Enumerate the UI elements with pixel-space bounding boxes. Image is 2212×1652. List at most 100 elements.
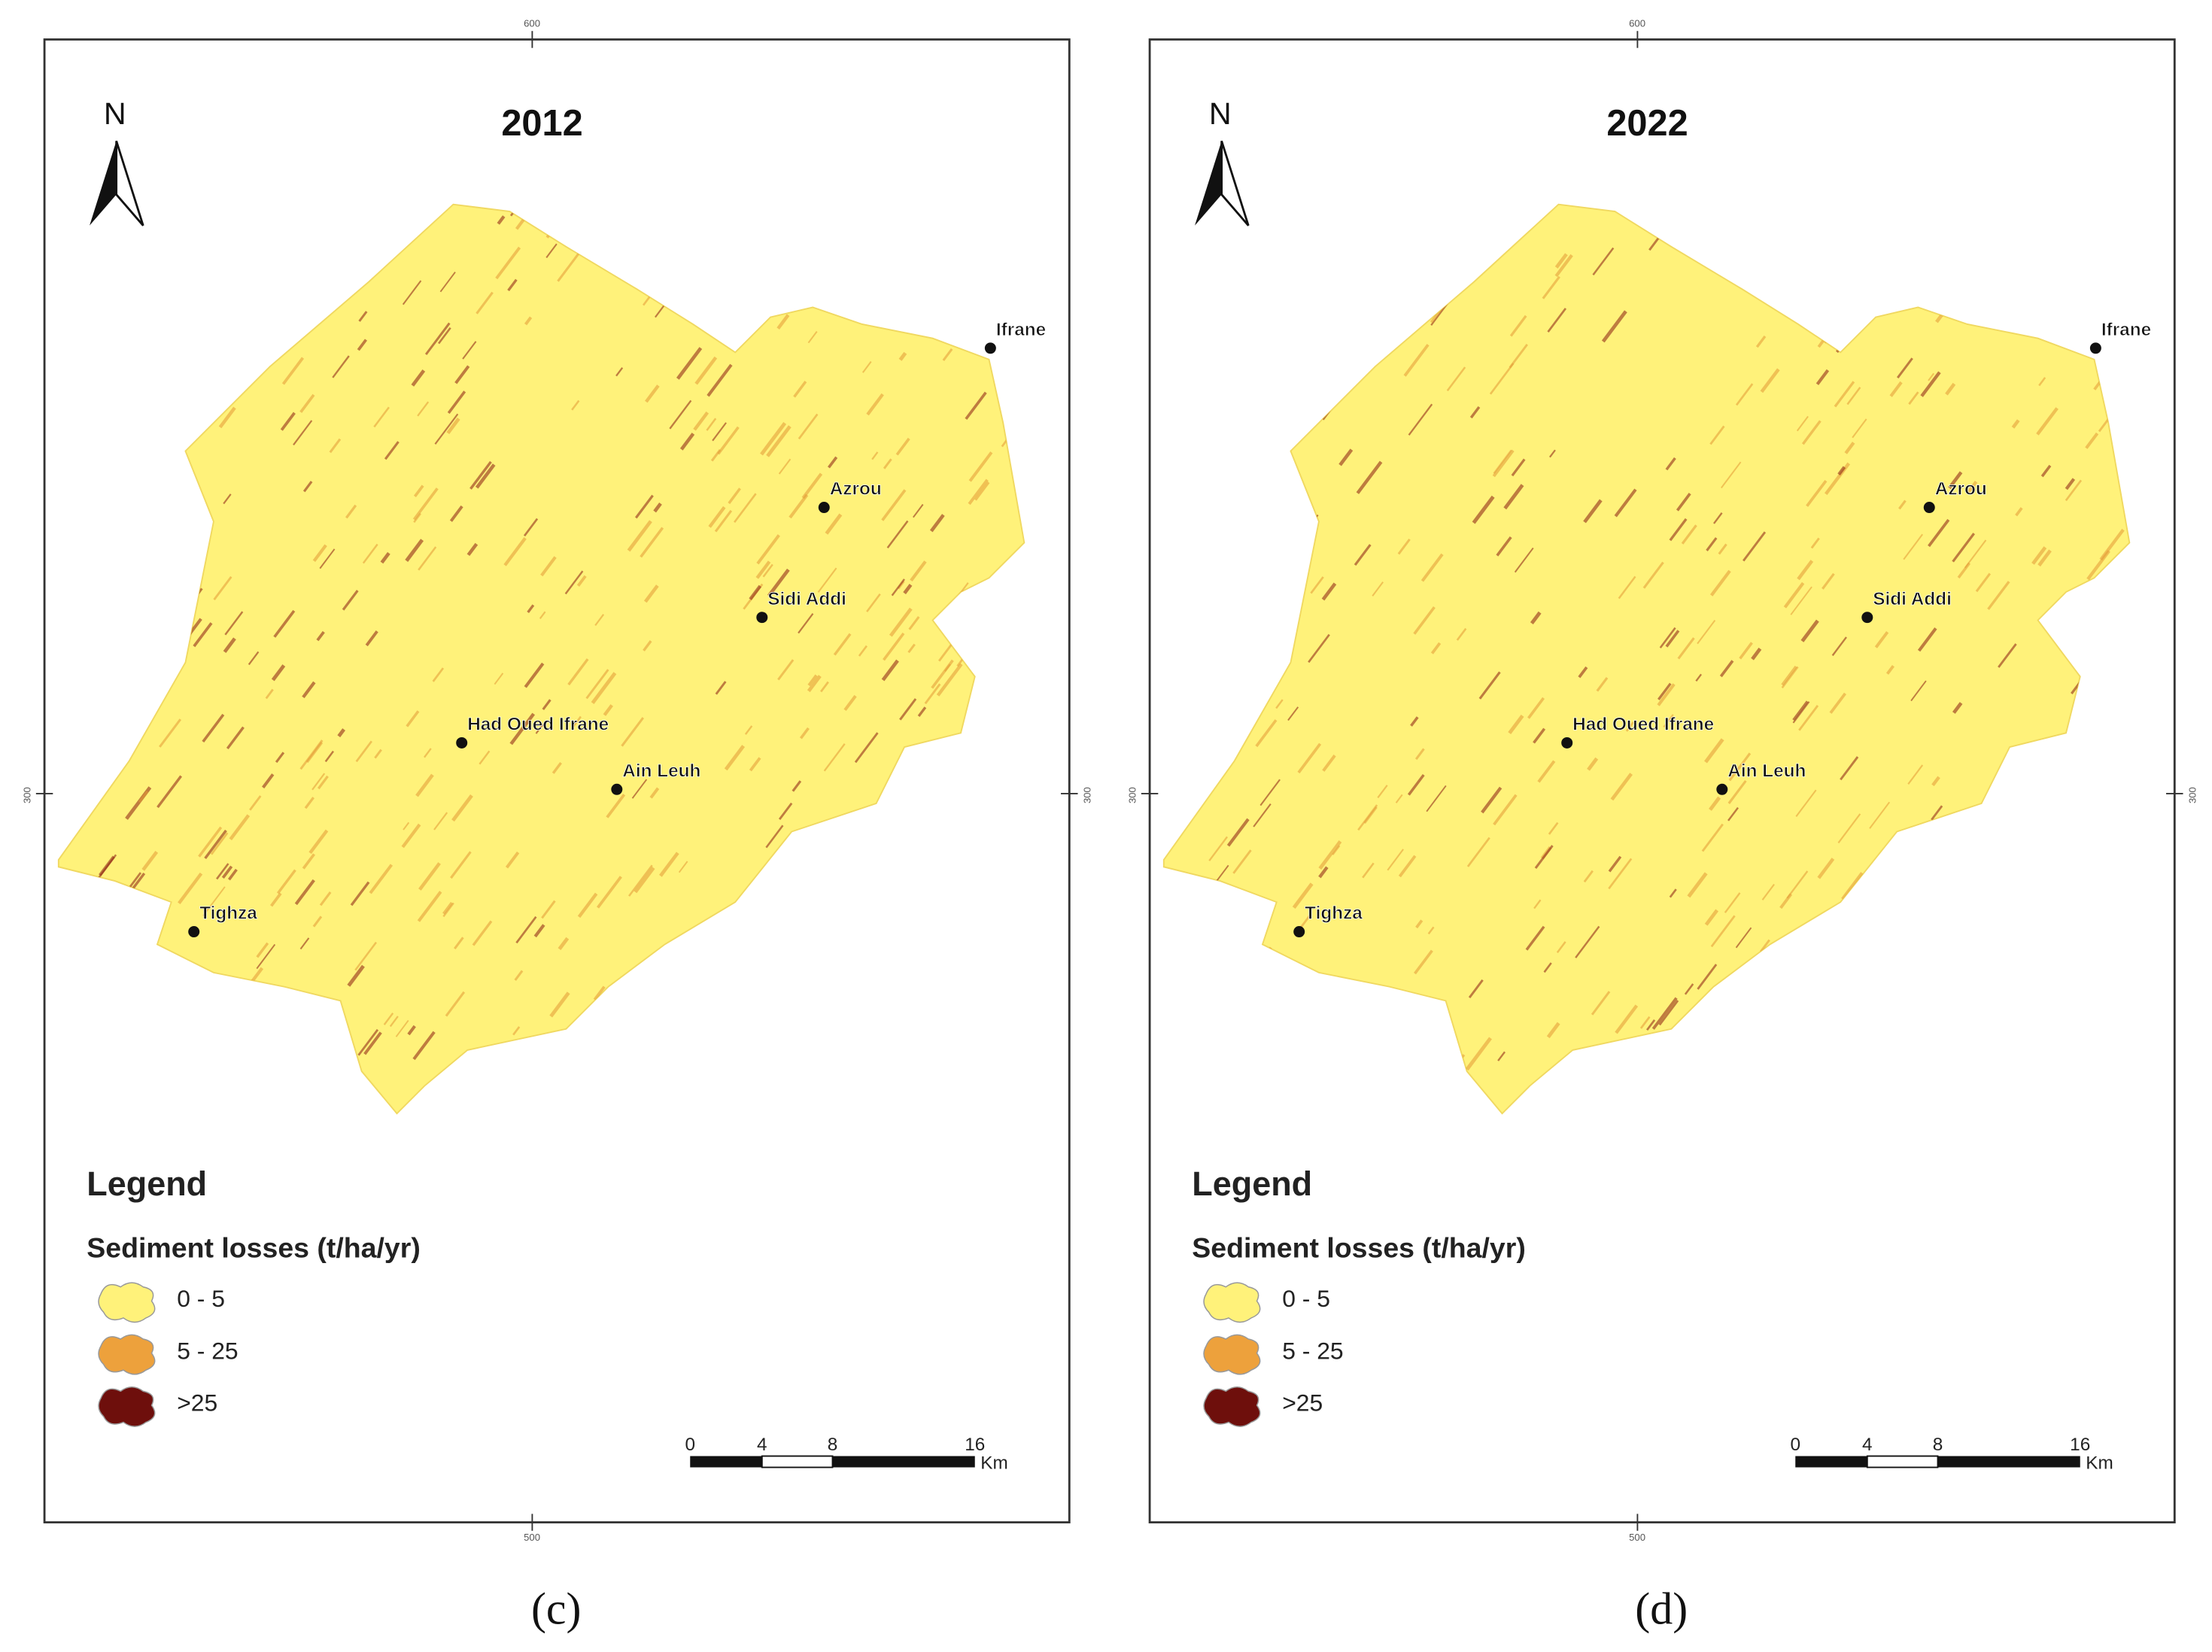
scale-label: 8 bbox=[1933, 1435, 1943, 1455]
place-label: Sidi Addi bbox=[1873, 589, 1952, 609]
place-marker bbox=[1923, 502, 1935, 514]
erosion-streak bbox=[433, 812, 448, 831]
erosion-streak bbox=[1651, 997, 1678, 1030]
erosion-streak bbox=[1639, 1016, 1651, 1029]
erosion-streak bbox=[1430, 642, 1442, 654]
erosion-streak bbox=[1697, 619, 1716, 645]
erosion-streak bbox=[1259, 779, 1281, 806]
erosion-streak bbox=[1903, 533, 1924, 560]
erosion-streak bbox=[596, 876, 622, 909]
erosion-streak bbox=[1253, 803, 1272, 828]
erosion-streak bbox=[669, 399, 692, 430]
panel-caption: (d) bbox=[1635, 1584, 1688, 1634]
erosion-streak bbox=[1542, 275, 1560, 299]
erosion-streak bbox=[1987, 581, 2010, 610]
erosion-streak bbox=[383, 1013, 394, 1025]
erosion-streak bbox=[229, 814, 251, 841]
erosion-streak bbox=[1931, 776, 1940, 787]
erosion-streak bbox=[533, 924, 545, 938]
erosion-streak bbox=[1456, 627, 1467, 641]
erosion-streak bbox=[591, 672, 617, 704]
erosion-streak bbox=[1815, 369, 1830, 386]
erosion-streak bbox=[221, 865, 233, 879]
place-label: Tighza bbox=[199, 903, 257, 924]
erosion-streak bbox=[1948, 471, 1963, 490]
erosion-streak bbox=[1318, 840, 1342, 870]
coord-label: 300 bbox=[1126, 787, 1138, 803]
erosion-streak bbox=[1727, 806, 1739, 821]
erosion-streak bbox=[276, 869, 296, 894]
erosion-streak bbox=[1657, 683, 1676, 706]
erosion-streak bbox=[1338, 448, 1354, 466]
erosion-streak bbox=[451, 794, 473, 822]
erosion-streak bbox=[302, 853, 315, 870]
scale-segment bbox=[1866, 1455, 1939, 1468]
scale-unit: Km bbox=[980, 1453, 1008, 1473]
legend-label: 0 - 5 bbox=[1282, 1285, 1330, 1312]
north-arrow bbox=[115, 140, 144, 226]
erosion-streak bbox=[432, 667, 445, 682]
erosion-streak bbox=[678, 861, 688, 873]
erosion-streak bbox=[572, 715, 582, 727]
scale-segment bbox=[1937, 1456, 2080, 1468]
erosion-streak bbox=[434, 413, 459, 445]
erosion-streak bbox=[1537, 760, 1556, 783]
erosion-streak bbox=[1525, 925, 1545, 951]
place-marker bbox=[818, 502, 830, 514]
scale-segment bbox=[761, 1455, 834, 1468]
erosion-streak bbox=[615, 367, 624, 377]
erosion-streak bbox=[450, 851, 472, 879]
erosion-streak bbox=[1514, 547, 1534, 573]
erosion-streak bbox=[317, 775, 329, 790]
erosion-streak bbox=[866, 393, 884, 416]
coord-label: 300 bbox=[2186, 787, 2198, 803]
erosion-streak bbox=[1834, 381, 1855, 408]
erosion-streak bbox=[358, 311, 368, 322]
erosion-streak bbox=[807, 331, 818, 344]
erosion-streak bbox=[1779, 893, 1793, 910]
erosion-streak bbox=[462, 341, 477, 360]
erosion-streak bbox=[1907, 764, 1924, 785]
erosion-streak bbox=[653, 503, 662, 513]
erosion-streak bbox=[820, 681, 829, 693]
erosion-streak bbox=[828, 456, 838, 469]
erosion-streak bbox=[792, 780, 802, 792]
erosion-streak bbox=[412, 487, 439, 521]
erosion-streak bbox=[347, 964, 365, 987]
erosion-streak bbox=[1908, 391, 1919, 405]
erosion-streak bbox=[542, 699, 551, 710]
erosion-streak bbox=[1533, 727, 1546, 744]
erosion-streak bbox=[585, 669, 609, 700]
erosion-streak bbox=[1578, 666, 1588, 679]
erosion-streak bbox=[1509, 314, 1527, 337]
erosion-streak bbox=[1790, 586, 1812, 615]
erosion-streak bbox=[1556, 941, 1566, 954]
erosion-streak bbox=[1841, 872, 1864, 900]
erosion-streak bbox=[866, 593, 881, 612]
erosion-streak bbox=[357, 339, 368, 351]
erosion-streak bbox=[413, 484, 424, 498]
erosion-streak bbox=[418, 546, 437, 571]
erosion-streak bbox=[765, 824, 784, 849]
erosion-streak bbox=[749, 585, 762, 600]
erosion-streak bbox=[1618, 575, 1636, 600]
erosion-streak bbox=[479, 750, 491, 765]
erosion-streak bbox=[631, 779, 648, 799]
erosion-streak bbox=[415, 773, 434, 797]
erosion-streak bbox=[640, 527, 664, 558]
erosion-streak bbox=[406, 710, 420, 727]
erosion-streak bbox=[1377, 785, 1388, 799]
erosion-streak bbox=[858, 645, 868, 657]
erosion-streak bbox=[1727, 779, 1747, 804]
erosion-streak bbox=[159, 718, 182, 748]
erosion-streak bbox=[1642, 561, 1664, 589]
north-label: N bbox=[1209, 96, 1232, 131]
erosion-streak bbox=[755, 560, 771, 579]
erosion-streak bbox=[706, 363, 733, 397]
erosion-streak bbox=[1998, 643, 2017, 668]
erosion-streak bbox=[293, 420, 313, 446]
erosion-streak bbox=[1817, 858, 1835, 879]
erosion-streak bbox=[2036, 407, 2059, 436]
erosion-streak bbox=[1719, 660, 1734, 678]
erosion-streak bbox=[1917, 627, 1937, 652]
